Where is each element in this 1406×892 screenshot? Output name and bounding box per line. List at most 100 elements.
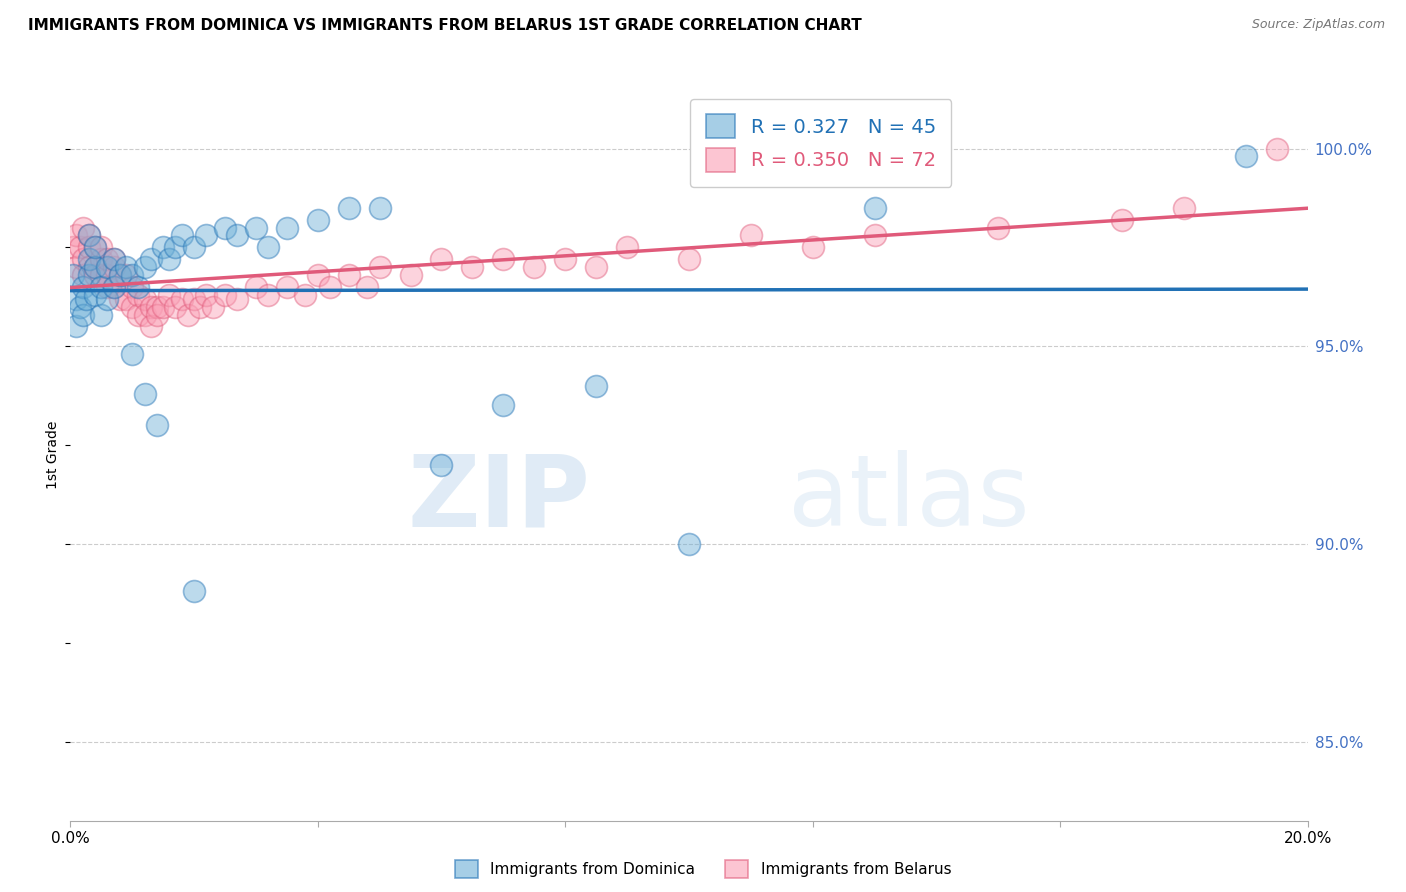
Point — [75, 292, 97, 306]
Point — [430, 252, 453, 267]
Point — [62, 268, 84, 282]
Point — [492, 252, 515, 267]
Point — [134, 260, 156, 274]
Point — [368, 260, 391, 274]
Point — [77, 268, 100, 282]
Point — [201, 300, 224, 314]
Point — [96, 260, 118, 274]
Point — [69, 300, 91, 314]
Point — [585, 378, 607, 392]
Point — [294, 287, 316, 301]
Point — [170, 228, 193, 243]
Point — [121, 268, 143, 282]
Point — [616, 240, 638, 254]
Point — [337, 201, 360, 215]
Point — [127, 308, 149, 322]
Point — [96, 252, 118, 267]
Point — [319, 280, 342, 294]
Point — [430, 458, 453, 472]
Point — [65, 228, 87, 243]
Point — [77, 228, 100, 243]
Point — [399, 268, 422, 282]
Point — [801, 240, 824, 254]
Point — [108, 292, 131, 306]
Point — [1234, 149, 1257, 163]
Point — [183, 292, 205, 306]
Text: ZIP: ZIP — [408, 450, 591, 548]
Point — [90, 308, 112, 322]
Point — [1265, 141, 1288, 155]
Point — [90, 252, 112, 267]
Point — [103, 280, 125, 294]
Point — [152, 300, 174, 314]
Point — [72, 252, 94, 267]
Point — [90, 240, 112, 254]
Point — [245, 280, 267, 294]
Point — [134, 292, 156, 306]
Text: atlas: atlas — [787, 450, 1029, 548]
Point — [103, 260, 125, 274]
Point — [987, 220, 1010, 235]
Text: Source: ZipAtlas.com: Source: ZipAtlas.com — [1251, 18, 1385, 31]
Point — [183, 240, 205, 254]
Point — [77, 228, 100, 243]
Legend: Immigrants from Dominica, Immigrants from Belarus: Immigrants from Dominica, Immigrants fro… — [449, 854, 957, 884]
Point — [678, 252, 700, 267]
Point — [121, 280, 143, 294]
Point — [1173, 201, 1195, 215]
Point — [84, 268, 107, 282]
Point — [121, 347, 143, 361]
Point — [69, 240, 91, 254]
Point — [65, 292, 87, 306]
Point — [863, 201, 886, 215]
Point — [157, 252, 180, 267]
Point — [461, 260, 484, 274]
Point — [115, 292, 138, 306]
Point — [195, 287, 218, 301]
Point — [121, 300, 143, 314]
Point — [72, 220, 94, 235]
Point — [1111, 212, 1133, 227]
Point — [226, 292, 249, 306]
Point — [146, 308, 169, 322]
Point — [65, 260, 87, 274]
Point — [77, 240, 100, 254]
Text: IMMIGRANTS FROM DOMINICA VS IMMIGRANTS FROM BELARUS 1ST GRADE CORRELATION CHART: IMMIGRANTS FROM DOMINICA VS IMMIGRANTS F… — [28, 18, 862, 33]
Point — [84, 240, 107, 254]
Point — [307, 212, 329, 227]
Point — [195, 228, 218, 243]
Point — [108, 268, 131, 282]
Point — [146, 418, 169, 433]
Point — [62, 240, 84, 254]
Point — [276, 220, 298, 235]
Point — [492, 399, 515, 413]
Point — [146, 300, 169, 314]
Point — [257, 240, 280, 254]
Point — [678, 537, 700, 551]
Point — [165, 240, 187, 254]
Point — [72, 308, 94, 322]
Point — [368, 201, 391, 215]
Point — [337, 268, 360, 282]
Point — [585, 260, 607, 274]
Point — [226, 228, 249, 243]
Point — [139, 319, 162, 334]
Point — [96, 280, 118, 294]
Point — [863, 228, 886, 243]
Point — [65, 319, 87, 334]
Point — [554, 252, 576, 267]
Point — [103, 252, 125, 267]
Point — [245, 220, 267, 235]
Legend: R = 0.327   N = 45, R = 0.350   N = 72: R = 0.327 N = 45, R = 0.350 N = 72 — [690, 99, 952, 187]
Point — [115, 260, 138, 274]
Point — [139, 300, 162, 314]
Point — [115, 268, 138, 282]
Point — [257, 287, 280, 301]
Point — [90, 280, 112, 294]
Point — [84, 260, 107, 274]
Point — [214, 287, 236, 301]
Point — [356, 280, 378, 294]
Point — [127, 287, 149, 301]
Point — [96, 268, 118, 282]
Point — [103, 280, 125, 294]
